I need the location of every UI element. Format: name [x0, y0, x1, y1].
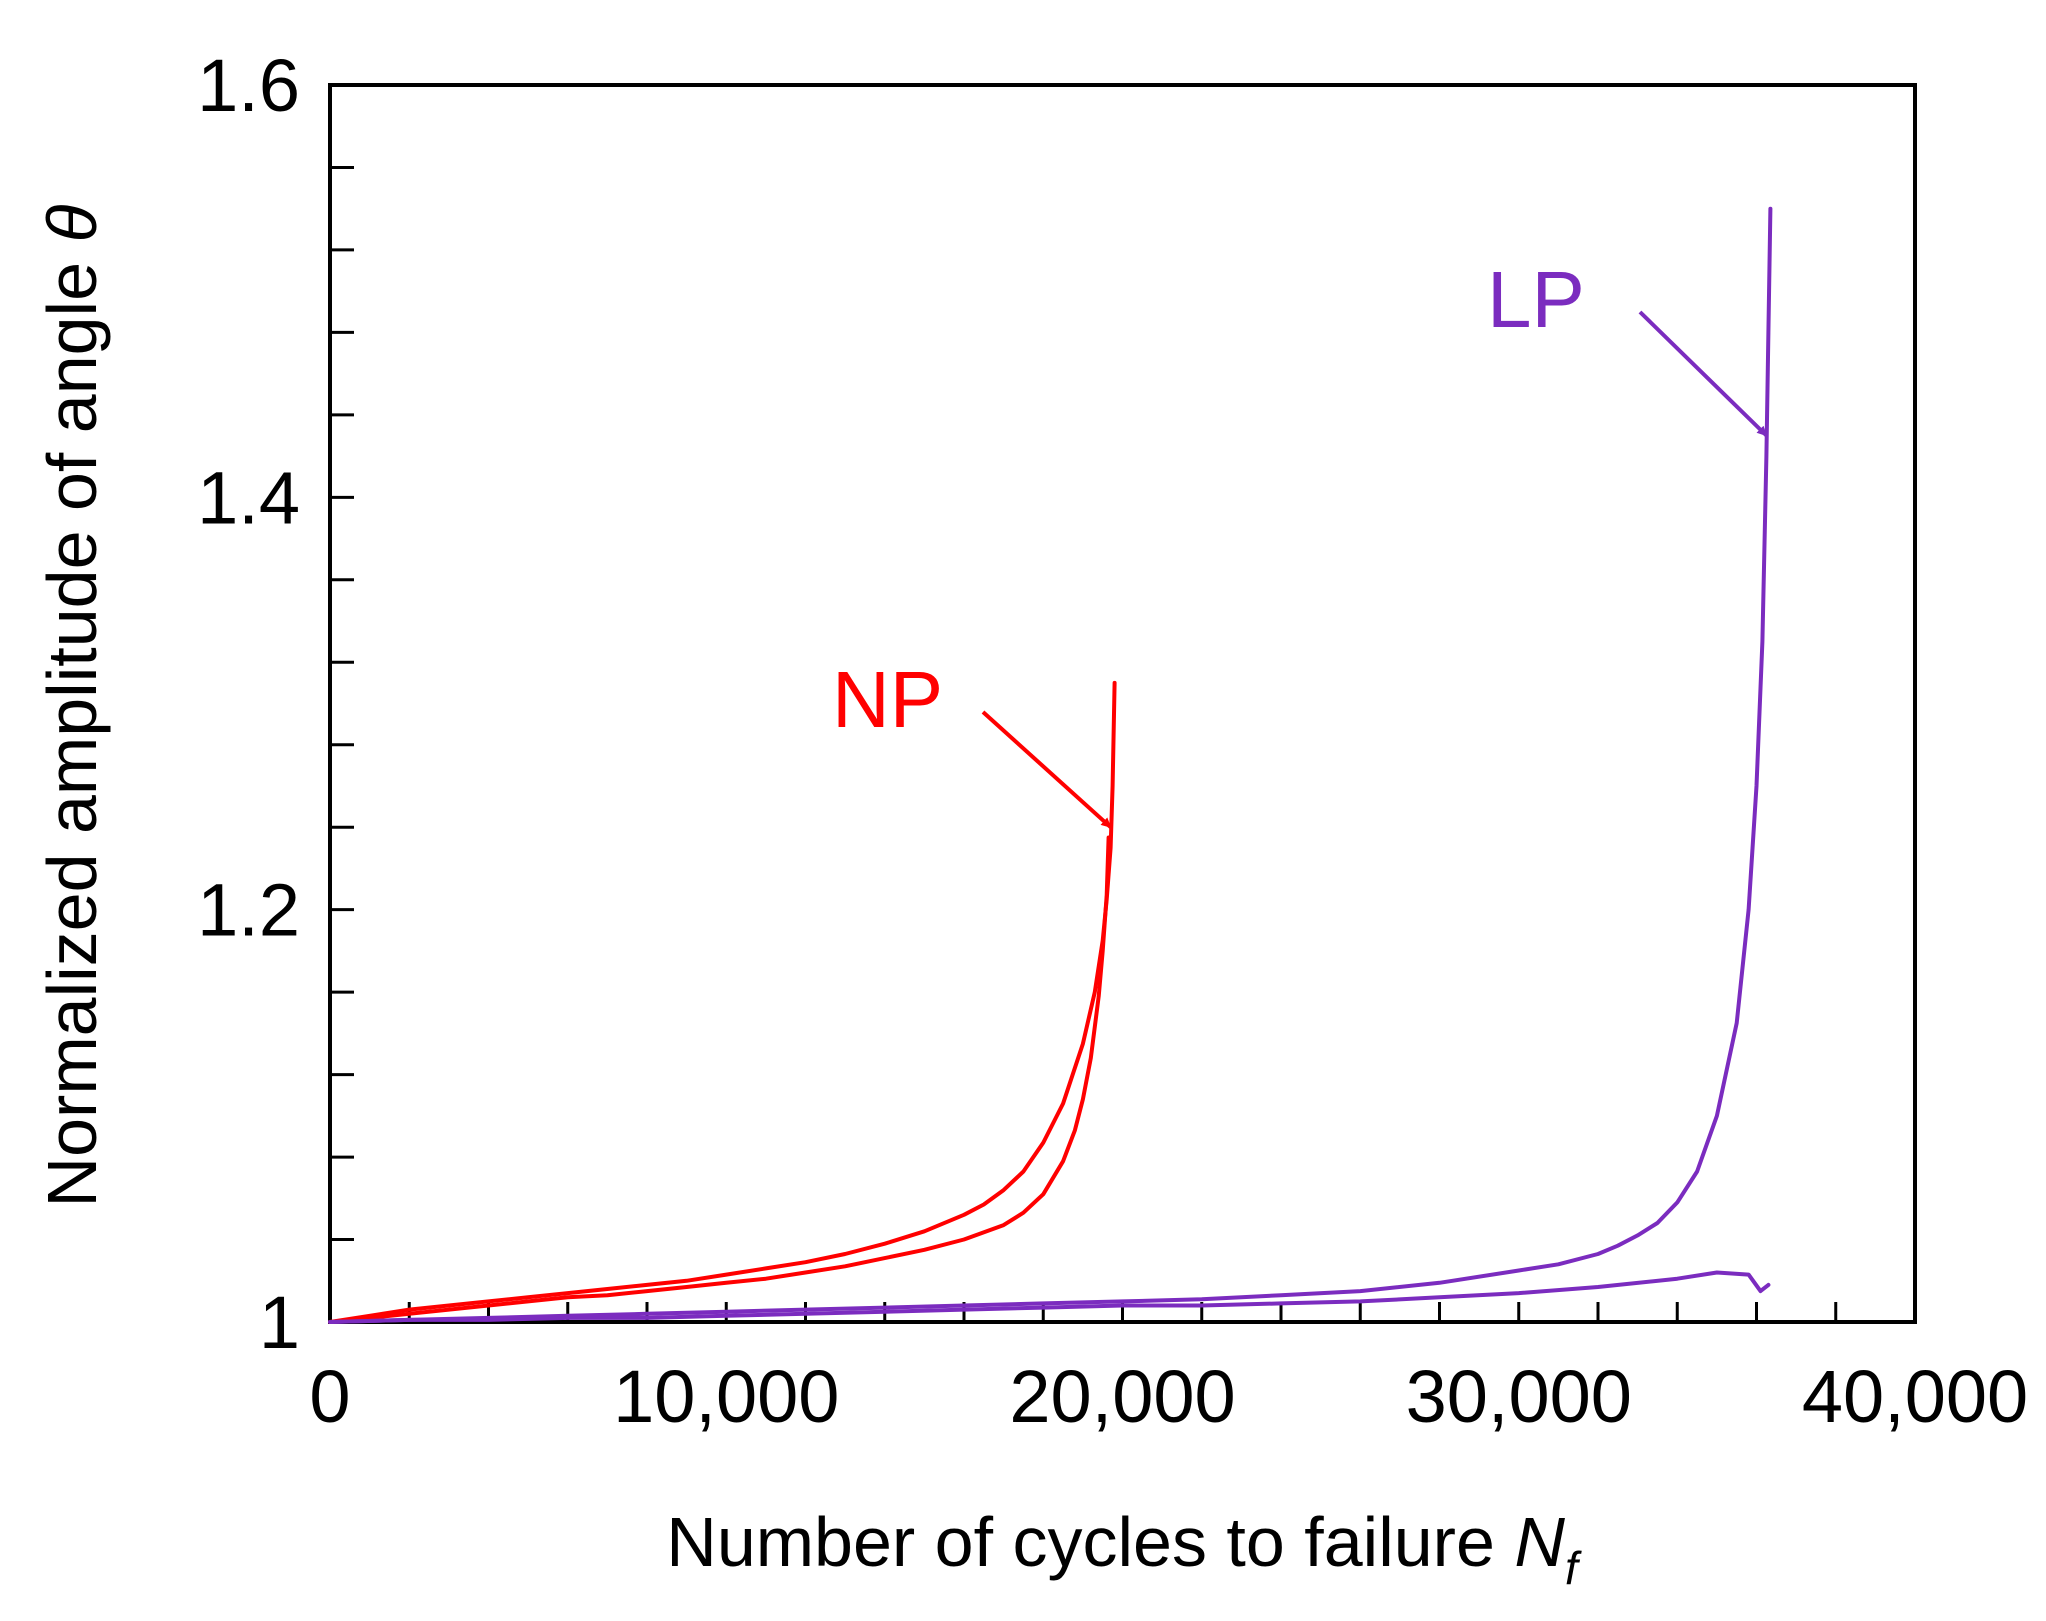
x-tick-labels: 0 10,000 20,000 30,000 40,000 [309, 1355, 2028, 1438]
x-tick-label: 10,000 [613, 1355, 839, 1438]
y-tick-label: 1.2 [197, 869, 300, 952]
y-axis-symbol: θ [33, 205, 111, 243]
y-tick-label: 1 [259, 1281, 300, 1364]
lp-arrow [1638, 310, 1768, 437]
series-line-lp-2 [328, 1270, 1771, 1324]
lp-label: LP [1487, 255, 1585, 344]
x-axis-title: Number of cycles to failure Nf [666, 1503, 1582, 1594]
y-tick-labels: 1 1.2 1.4 1.6 [197, 44, 300, 1364]
np-arrow [981, 710, 1112, 829]
x-tick-label: 0 [309, 1355, 350, 1438]
series-line-np-2 [328, 835, 1111, 1324]
np-label: NP [832, 655, 943, 744]
plot-frame [328, 83, 1917, 1324]
series-layer [328, 206, 1773, 1324]
series-line-lp-1 [328, 206, 1773, 1324]
x-tick-label: 20,000 [1009, 1355, 1235, 1438]
x-axis-subscript: f [1565, 1542, 1582, 1594]
y-tick-label: 1.6 [197, 44, 300, 127]
y-axis-title-text: Normalized amplitude of angle [33, 262, 111, 1208]
x-axis-symbol: N [1514, 1503, 1565, 1581]
y-tick-label: 1.4 [197, 456, 300, 539]
x-tick-label: 30,000 [1406, 1355, 1632, 1438]
y-minor-ticks [330, 165, 354, 1242]
x-tick-label: 40,000 [1802, 1355, 2028, 1438]
series-line-np-1 [328, 680, 1117, 1324]
x-axis-title-text: Number of cycles to failure [666, 1503, 1495, 1581]
y-axis-title: Normalized amplitude of angle θ [33, 205, 111, 1208]
